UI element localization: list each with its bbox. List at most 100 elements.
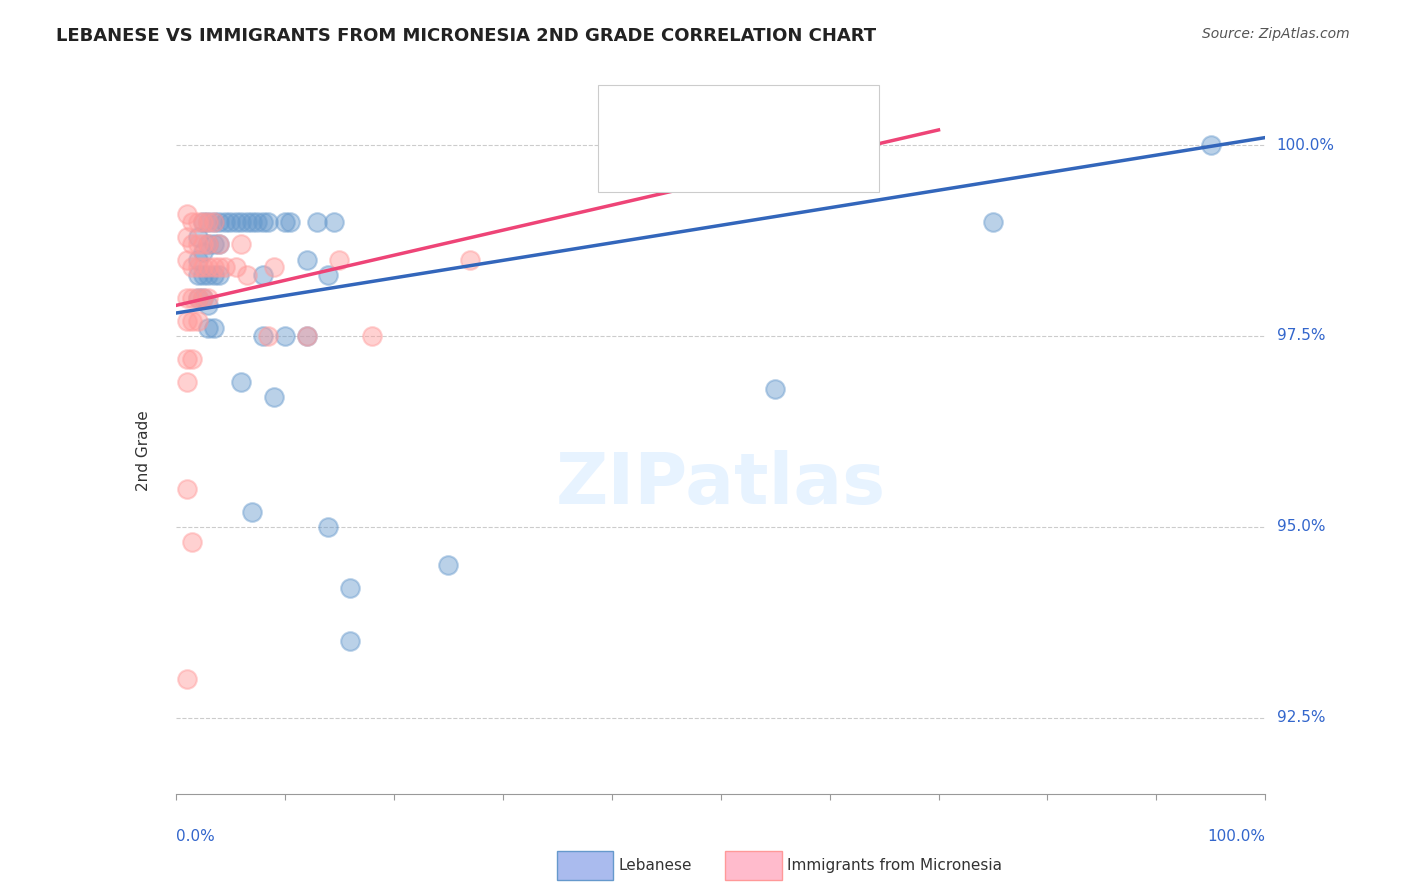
Text: N = 43: N = 43 (786, 149, 844, 167)
Point (225, 214, 247, 228)
Point (208, 237, 231, 252)
FancyBboxPatch shape (557, 851, 613, 880)
Point (191, 260, 214, 275)
Point (186, 229, 209, 244)
Text: Immigrants from Micronesia: Immigrants from Micronesia (787, 858, 1002, 872)
Text: 2nd Grade: 2nd Grade (135, 410, 150, 491)
Point (176, 482, 198, 496)
Point (252, 214, 274, 228)
Text: 97.5%: 97.5% (1277, 328, 1324, 343)
Point (231, 375, 253, 389)
Point (181, 214, 204, 228)
Point (176, 229, 198, 244)
Point (197, 291, 219, 305)
FancyBboxPatch shape (725, 851, 782, 880)
Point (181, 291, 204, 305)
Point (231, 237, 253, 252)
Point (208, 237, 231, 252)
Point (181, 260, 204, 275)
Point (322, 214, 344, 228)
Point (295, 329, 318, 343)
Point (191, 237, 214, 252)
Point (318, 268, 340, 282)
Point (176, 673, 198, 687)
FancyBboxPatch shape (616, 103, 673, 137)
Point (437, 558, 460, 572)
Point (197, 237, 219, 252)
Point (191, 245, 214, 260)
Point (219, 214, 242, 228)
Point (240, 214, 263, 228)
Point (257, 329, 280, 343)
Point (186, 260, 209, 275)
Point (252, 329, 274, 343)
Point (197, 321, 219, 335)
Point (295, 252, 318, 267)
Point (274, 329, 297, 343)
Point (328, 252, 350, 267)
Point (202, 260, 225, 275)
Text: ZIPatlas: ZIPatlas (555, 450, 886, 519)
Point (263, 260, 285, 275)
Text: R = 0.147: R = 0.147 (681, 112, 763, 129)
Point (246, 214, 269, 228)
Point (257, 214, 280, 228)
Point (186, 291, 209, 305)
Point (202, 321, 225, 335)
Point (318, 520, 340, 534)
Point (208, 260, 231, 275)
Point (981, 214, 1004, 228)
Point (186, 268, 209, 282)
Point (235, 268, 257, 282)
Point (339, 634, 361, 648)
Point (278, 214, 301, 228)
Point (186, 214, 209, 228)
Point (197, 214, 219, 228)
Point (181, 237, 204, 252)
Point (191, 291, 214, 305)
Point (186, 237, 209, 252)
Text: 100.0%: 100.0% (1208, 829, 1265, 844)
Text: Source: ZipAtlas.com: Source: ZipAtlas.com (1202, 27, 1350, 41)
Point (202, 214, 225, 228)
Point (295, 329, 318, 343)
Point (274, 214, 297, 228)
FancyBboxPatch shape (616, 141, 673, 175)
Point (231, 214, 253, 228)
Text: 92.5%: 92.5% (1277, 710, 1324, 725)
Point (252, 268, 274, 282)
Text: 0.0%: 0.0% (176, 829, 215, 844)
Text: R = 0.124: R = 0.124 (681, 149, 765, 167)
Point (176, 252, 198, 267)
Point (202, 214, 225, 228)
Point (225, 260, 247, 275)
Point (176, 314, 198, 328)
Point (197, 298, 219, 312)
Point (176, 351, 198, 366)
Point (208, 268, 231, 282)
Point (235, 214, 257, 228)
Point (202, 237, 225, 252)
Point (181, 351, 204, 366)
Point (263, 390, 285, 404)
Point (214, 260, 236, 275)
Text: 100.0%: 100.0% (1277, 137, 1334, 153)
Point (197, 268, 219, 282)
Point (186, 252, 209, 267)
Point (197, 260, 219, 275)
Point (191, 268, 214, 282)
Point (181, 314, 204, 328)
Point (176, 375, 198, 389)
Text: Lebanese: Lebanese (619, 858, 692, 872)
Point (191, 214, 214, 228)
Point (240, 504, 263, 518)
Point (458, 252, 481, 267)
Point (197, 237, 219, 252)
Point (307, 214, 329, 228)
Text: N = 44: N = 44 (786, 112, 844, 129)
Point (339, 581, 361, 595)
Point (208, 214, 231, 228)
Point (763, 383, 786, 397)
Point (191, 291, 214, 305)
Point (186, 291, 209, 305)
